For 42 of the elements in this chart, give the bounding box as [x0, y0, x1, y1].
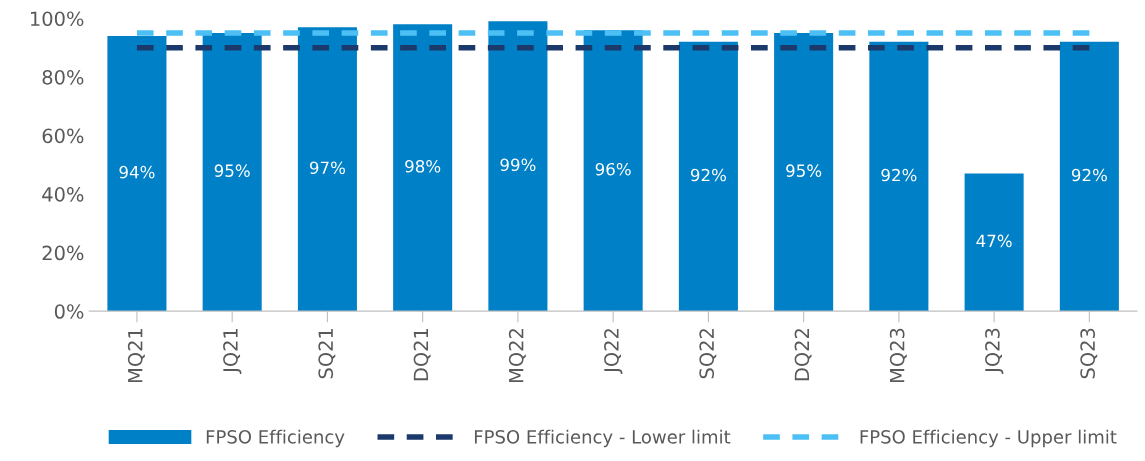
- data-label: 92%: [1071, 168, 1107, 182]
- legend-label: FPSO Efficiency - Lower limit: [474, 429, 731, 448]
- y-tick-label: 0%: [54, 304, 84, 319]
- data-label: 47%: [976, 234, 1012, 248]
- y-tick-label: 60%: [42, 128, 84, 144]
- x-tick-label: JQ23: [985, 328, 1004, 374]
- data-label: 92%: [690, 168, 726, 182]
- bar: [678, 41, 738, 312]
- y-tick-label: 20%: [42, 245, 84, 261]
- bar: [774, 33, 834, 312]
- data-label: 95%: [786, 164, 822, 177]
- legend-label: FPSO Efficiency - Upper limit: [860, 429, 1117, 448]
- bar: [964, 173, 1024, 312]
- bar: [107, 36, 167, 312]
- bar: [202, 33, 262, 312]
- data-label: 92%: [881, 168, 917, 182]
- data-label: 97%: [309, 161, 346, 175]
- x-tick-label: SQ23: [1080, 328, 1098, 379]
- x-tick-label: MQ23: [889, 328, 907, 383]
- data-label: 95%: [214, 164, 250, 177]
- x-tick-label: DQ21: [413, 328, 431, 381]
- x-tick-label: MQ21: [127, 328, 145, 383]
- bar: [297, 27, 357, 312]
- x-tick-label: SQ21: [318, 328, 336, 379]
- data-label: 94%: [119, 165, 155, 179]
- data-label: 96%: [595, 162, 631, 176]
- y-tick-label: 100%: [30, 11, 84, 27]
- bar: [869, 41, 929, 312]
- x-tick-label: JQ22: [604, 329, 623, 374]
- data-label: 99%: [500, 158, 536, 172]
- bar: [1059, 41, 1119, 312]
- y-tick-label: 40%: [42, 187, 84, 202]
- bar: [488, 21, 548, 312]
- x-tick-label: SQ22: [699, 329, 717, 379]
- bar: [583, 30, 643, 312]
- data-label: 98%: [405, 159, 441, 173]
- bar: [393, 24, 453, 312]
- x-tick-label: JQ21: [223, 328, 242, 374]
- x-tick-label: DQ22: [794, 329, 812, 381]
- y-tick-label: 80%: [42, 69, 84, 85]
- legend-label: FPSO Efficiency: [206, 429, 345, 448]
- x-tick-label: MQ22: [508, 329, 526, 383]
